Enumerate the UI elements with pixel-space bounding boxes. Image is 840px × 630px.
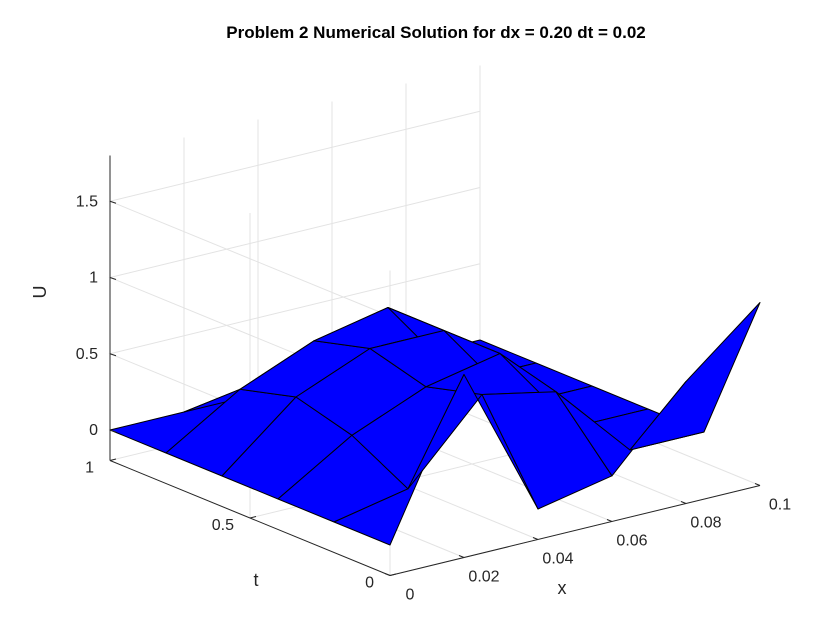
x-tick-label: 0: [406, 587, 415, 604]
x-tick-mark: [384, 573, 391, 576]
z-tick-mark: [109, 429, 117, 433]
surface: [109, 302, 761, 546]
x-axis-line: [389, 485, 761, 576]
x-tick-label: 0.04: [542, 551, 573, 568]
y-tick-label: 0: [365, 575, 374, 592]
z-tick-label: 0.5: [76, 346, 98, 363]
grid-line: [108, 110, 481, 317]
y-tick-mark: [249, 516, 257, 519]
x-tick-label: 0.06: [616, 533, 647, 550]
grid-lines: [108, 65, 761, 576]
y-axis-label: t: [253, 570, 258, 590]
x-tick-mark: [532, 537, 539, 540]
x-axis-label: x: [558, 578, 567, 598]
y-tick-label: 1: [85, 460, 94, 477]
x-tick-label: 0.1: [769, 497, 791, 514]
z-tick-label: 1.5: [76, 193, 98, 210]
x-tick-label: 0.08: [690, 515, 721, 532]
x-tick-mark: [754, 483, 761, 486]
x-tick-mark: [458, 555, 465, 558]
z-axis-label: U: [30, 286, 50, 299]
y-tick-mark: [109, 458, 117, 461]
z-tick-mark: [109, 353, 117, 357]
z-tick-mark: [109, 200, 117, 204]
z-tick-label: 1: [89, 270, 98, 287]
y-tick-label: 0.5: [212, 517, 234, 534]
chart-title: Problem 2 Numerical Solution for dx = 0.…: [226, 23, 645, 42]
y-tick-mark: [389, 573, 397, 576]
x-tick-label: 0.02: [468, 569, 499, 586]
x-tick-mark: [680, 501, 687, 504]
z-tick-label: 0: [89, 422, 98, 439]
x-tick-mark: [606, 519, 613, 522]
z-tick-mark: [109, 277, 117, 280]
tick-labels: 0 0.5 1 1.5 0 0.5 1 0 0.02 0.04 0.06 0.08 0.1: [76, 193, 791, 603]
surface-face: [629, 302, 761, 451]
